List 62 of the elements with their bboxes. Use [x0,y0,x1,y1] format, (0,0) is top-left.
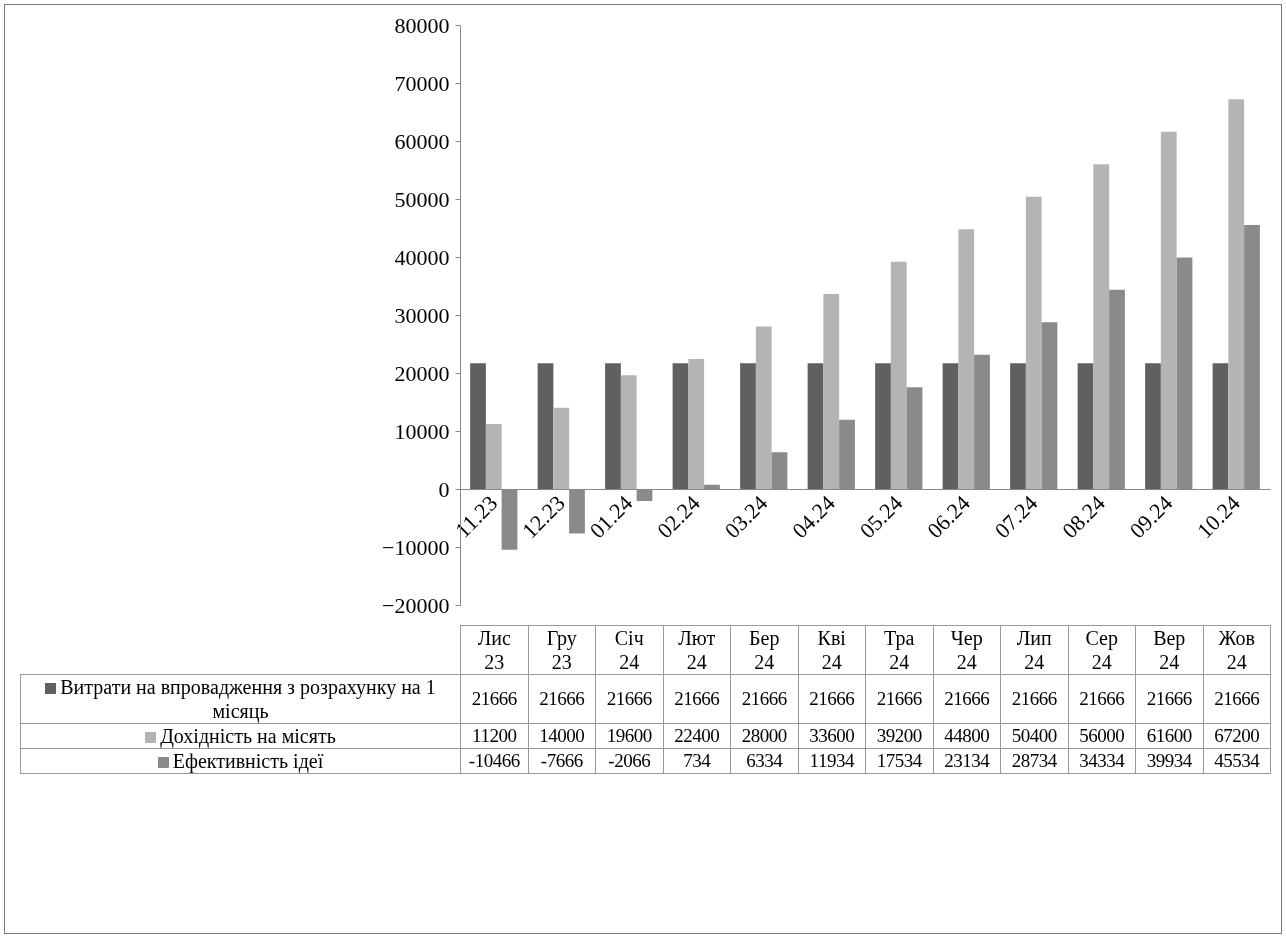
data-label: 28000 [730,723,798,749]
data-label: 61600 [1135,723,1203,749]
data-label: 21666 [595,674,663,724]
data-label: 21666 [933,674,1001,724]
text: Вер 24 [1135,625,1203,675]
text: Січ 24 [595,625,663,675]
data-label: 44800 [933,723,1001,749]
y-tick-label: 70000 [394,70,450,96]
text: Лют 24 [663,625,731,675]
data-label: -10466 [460,748,528,774]
text: Лис 23 [460,625,528,675]
y-tick-label: 10000 [394,418,450,444]
data-label: 21666 [1135,674,1203,724]
data-label: 22400 [663,723,731,749]
legend-label: Дохідність на місять [20,723,461,749]
data-label: -2066 [595,748,663,774]
data-label: 21666 [460,674,528,724]
data-label: 21666 [1000,674,1068,724]
data-label: 39934 [1135,748,1203,774]
data-label: 21666 [730,674,798,724]
data-label: 34334 [1068,748,1136,774]
legend-label: Ефективність ідеї [20,748,461,774]
data-label: 28734 [1000,748,1068,774]
text: Тра 24 [865,625,933,675]
text: Жов 24 [1203,625,1271,675]
text: Кві 24 [798,625,866,675]
data-label: 21666 [528,674,596,724]
y-tick-label: 50000 [394,186,450,212]
data-label: -7666 [528,748,596,774]
data-label: 21666 [865,674,933,724]
data-label: 21666 [798,674,866,724]
data-label: 11934 [798,748,866,774]
y-tick-label: 40000 [394,244,450,270]
text: Гру 23 [528,625,596,675]
data-label: 17534 [865,748,933,774]
text: Сер 24 [1068,625,1136,675]
text: Лип 24 [1000,625,1068,675]
y-tick-label: −10000 [382,534,450,560]
data-label: 14000 [528,723,596,749]
data-label: 6334 [730,748,798,774]
data-label: 19600 [595,723,663,749]
data-label: 33600 [798,723,866,749]
legend-label: Витрати на впровадження з розрахунку на 1 місяць [20,674,461,724]
data-label: 11200 [460,723,528,749]
data-label: 734 [663,748,731,774]
data-label: 23134 [933,748,1001,774]
data-label: 45534 [1203,748,1271,774]
data-label: 21666 [1068,674,1136,724]
y-tick-label: 20000 [394,360,450,386]
data-label: 56000 [1068,723,1136,749]
data-label: 39200 [865,723,933,749]
data-label: 50400 [1000,723,1068,749]
y-tick-label: 60000 [394,128,450,154]
data-label: 21666 [1203,674,1271,724]
y-tick-label: 30000 [394,302,450,328]
y-tick-label: −20000 [382,592,450,618]
text: Бер 24 [730,625,798,675]
text: Чер 24 [933,625,1001,675]
y-tick-label: 80000 [394,12,450,38]
y-tick-label: 0 [438,476,450,502]
data-label: 21666 [663,674,731,724]
data-label: 67200 [1203,723,1271,749]
